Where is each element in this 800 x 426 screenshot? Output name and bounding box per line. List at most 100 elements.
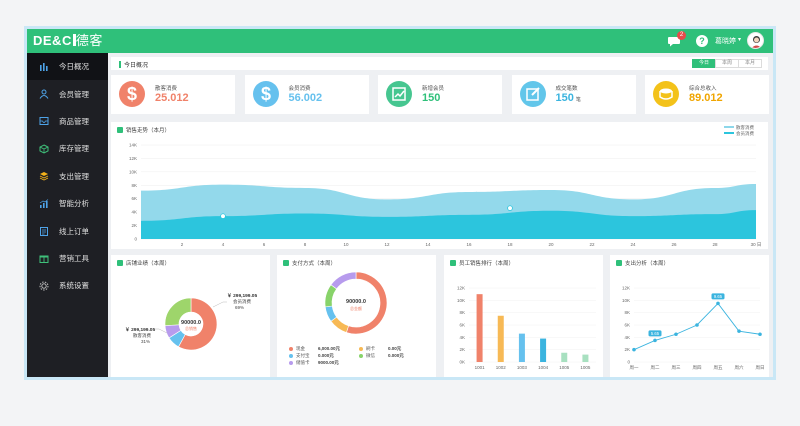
bar-5[interactable] (582, 354, 589, 362)
x-tick-label: 1001 (475, 365, 486, 370)
data-point-4[interactable] (716, 301, 720, 306)
y-tick-label: 12K (622, 286, 630, 291)
top-bar: DE&C 德客 2 ? 葛晓婷 ▾ (27, 29, 773, 53)
stat-value: 150 笔 (555, 92, 581, 104)
bar-0[interactable] (476, 294, 483, 362)
payment-amount: 0.00元 (388, 345, 402, 351)
bar-2[interactable] (518, 333, 525, 362)
data-point-1[interactable] (653, 338, 657, 343)
x-tick-label: 4 (222, 242, 225, 247)
chart-icon (117, 260, 123, 266)
payment-legend: 现金 6,000.00元 刷卡 0.00元 支付宝 0.000元 微信 0.000元 储值卡 90… (289, 345, 429, 366)
x-tick-label: 22 (589, 242, 595, 247)
inbox-icon (39, 117, 49, 126)
payment-method-panel: 支付方式（本周） 90000.0 总金额 现金 6,000.00元 刷卡 0.00元 支付… (277, 255, 436, 377)
user-name[interactable]: 葛晓婷 (715, 38, 736, 45)
y-tick-label: 8K (459, 310, 465, 315)
sidebar-item-label: 智能分析 (59, 199, 89, 209)
data-point-0[interactable] (632, 347, 636, 352)
y-tick-label: 2K (131, 223, 137, 228)
chart-icon (450, 260, 456, 266)
svg-text:$: $ (127, 84, 137, 104)
payment-legend-item: 现金 6,000.00元 (289, 346, 359, 352)
x-tick-label: 2 (181, 242, 184, 247)
logo: DE&C 德客 (33, 33, 103, 48)
payment-amount: 9000.00元 (318, 359, 339, 365)
y-tick-label: 8K (131, 183, 137, 188)
message-badge: 2 (677, 31, 686, 40)
message-icon[interactable] (667, 34, 681, 48)
sidebar-item-4[interactable]: 支出管理 (27, 163, 108, 190)
payment-name: 储值卡 (296, 359, 310, 365)
staff-ranking-title: 员工销售排行（本周） (450, 259, 514, 267)
chevron-down-icon[interactable]: ▾ (738, 37, 742, 43)
avatar[interactable] (747, 32, 764, 49)
x-tick-label: 30 日 (751, 242, 762, 248)
x-tick-label: 1002 (496, 365, 507, 370)
sidebar-item-7[interactable]: 营销工具 (27, 245, 108, 272)
pie-slice-2-4[interactable] (330, 271, 357, 290)
help-icon[interactable]: ? (695, 34, 709, 48)
payment-amount: 0.000元 (318, 352, 334, 358)
pie-slice-2-3[interactable] (324, 284, 338, 308)
sidebar-item-label: 营销工具 (59, 253, 89, 263)
tab-month[interactable]: 本月 (738, 59, 762, 68)
sidebar-item-8[interactable]: 系统设置 (27, 272, 108, 299)
bar-3[interactable] (540, 338, 547, 362)
sidebar-item-3[interactable]: 库存管理 (27, 135, 108, 162)
gift-icon (39, 255, 49, 264)
center-value: 90000.0 (346, 299, 366, 305)
y-tick-label: 14K (129, 143, 137, 148)
data-point-marker[interactable] (507, 205, 513, 211)
period-tabs: 今日 本周 本月 (692, 59, 762, 68)
y-tick-label: 0 (627, 360, 630, 365)
y-tick-label: 8K (624, 310, 630, 315)
edit-icon (519, 81, 546, 107)
sidebar-item-6[interactable]: 线上订单 (27, 217, 108, 244)
stat-value: 25.012 (155, 92, 189, 104)
member-amount: ￥ 299,199.05 (227, 293, 257, 299)
walkin-percent: 31% (141, 339, 150, 344)
clipboard-icon (40, 227, 48, 237)
y-tick-label: 0K (459, 360, 465, 365)
sidebar-item-5[interactable]: 智能分析 (27, 190, 108, 217)
tab-today[interactable]: 今日 (692, 59, 716, 68)
bar-1[interactable] (497, 315, 504, 362)
data-point-marker[interactable] (220, 213, 226, 219)
y-tick-label: 2K (459, 347, 465, 352)
tab-week[interactable]: 本周 (715, 59, 739, 68)
payment-legend-row: 储值卡 9000.00元 (289, 359, 429, 366)
chart-icon (283, 260, 289, 266)
y-tick-label: 4K (459, 335, 465, 340)
data-point-6[interactable] (758, 332, 762, 337)
bar-chart-icon (40, 62, 48, 71)
stat-label: 会员消费 (288, 86, 311, 92)
data-point-2[interactable] (674, 332, 678, 337)
leader-line (212, 301, 227, 308)
dollar-icon: $ (119, 81, 145, 107)
data-point-3[interactable] (695, 323, 699, 327)
y-tick-label: 4K (131, 210, 137, 215)
coins-icon (653, 81, 679, 107)
x-tick-label: 16 (466, 242, 472, 247)
store-performance-panel: 店铺业绩（本周） 90000.0 总销售 ￥ 299,199.05 会员消费 69% ￥ … (111, 255, 270, 377)
sidebar-item-2[interactable]: 商品管理 (27, 108, 108, 135)
sidebar-item-1[interactable]: 会员管理 (27, 80, 108, 107)
data-label: 9.65 (714, 294, 723, 299)
x-tick-label: 周三 (672, 365, 681, 371)
payment-legend-item: 微信 0.000元 (359, 353, 429, 359)
payment-name: 微信 (366, 352, 375, 358)
data-label-box (711, 293, 725, 300)
data-point-5[interactable] (737, 329, 741, 333)
stat-label: 综合总收入 (689, 86, 717, 92)
stat-value: 89.012 (689, 92, 723, 104)
sidebar-item-0[interactable]: 今日概况 (27, 53, 108, 81)
legend-item-walkin[interactable]: 散客消费 (724, 125, 754, 131)
staff-ranking-chart: 0K 2K 4K 6K 8K 10K 12K 1001 1002 1003 1004 1005 1005 (457, 286, 596, 370)
payment-legend-row: 支付宝 0.000元 微信 0.000元 (289, 352, 429, 359)
legend-item-member[interactable]: 会员消费 (724, 131, 754, 137)
bar-4[interactable] (561, 352, 568, 362)
donut-hole (179, 312, 203, 336)
y-tick-label: 6K (624, 323, 630, 328)
legend-dot (289, 346, 293, 351)
